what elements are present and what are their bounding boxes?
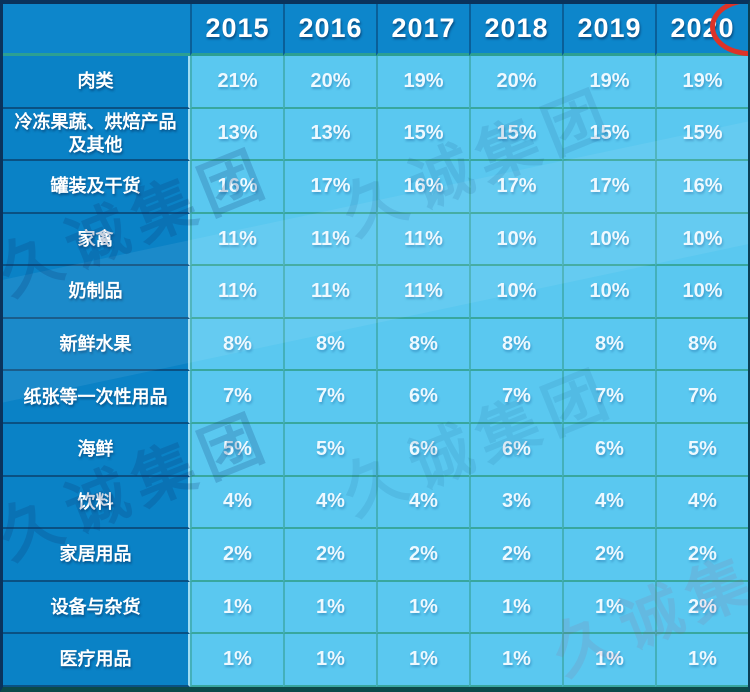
- row-label: 罐装及干货: [3, 161, 190, 214]
- value-cell: 2%: [283, 529, 376, 582]
- value-cell: 6%: [562, 424, 655, 477]
- value-cell: 17%: [469, 161, 562, 214]
- value-cell: 10%: [469, 213, 562, 267]
- value-cell: 7%: [655, 371, 748, 425]
- value-cell: 1%: [562, 634, 655, 687]
- value-cell: 19%: [562, 56, 655, 109]
- value-cell: 8%: [376, 318, 469, 372]
- value-cell: 20%: [469, 56, 562, 109]
- row-label: 设备与杂货: [3, 581, 190, 635]
- value-cell: 1%: [469, 634, 562, 687]
- value-cell: 8%: [283, 318, 376, 372]
- value-cell: 17%: [283, 161, 376, 214]
- value-cell: 7%: [190, 371, 283, 425]
- value-cell: 17%: [562, 161, 655, 214]
- value-cell: 6%: [376, 371, 469, 425]
- value-cell: 1%: [376, 581, 469, 635]
- value-cell: 4%: [655, 476, 748, 530]
- value-cell: 1%: [190, 634, 283, 687]
- value-cell: 1%: [190, 581, 283, 635]
- value-cell: 2%: [562, 529, 655, 582]
- year-header: 2015: [190, 4, 283, 56]
- row-label: 海鲜: [3, 424, 190, 477]
- value-cell: 5%: [283, 424, 376, 477]
- value-cell: 10%: [655, 213, 748, 267]
- value-cell: 13%: [283, 108, 376, 162]
- year-header: 2016: [283, 4, 376, 56]
- value-cell: 8%: [562, 318, 655, 372]
- value-cell: 4%: [190, 476, 283, 530]
- row-label: 饮料: [3, 476, 190, 530]
- value-cell: 19%: [655, 56, 748, 109]
- value-cell: 5%: [655, 424, 748, 477]
- value-cell: 1%: [283, 581, 376, 635]
- value-cell: 4%: [283, 476, 376, 530]
- value-cell: 7%: [469, 371, 562, 425]
- value-cell: 8%: [469, 318, 562, 372]
- row-label: 家居用品: [3, 529, 190, 582]
- value-cell: 6%: [376, 424, 469, 477]
- value-cell: 3%: [469, 476, 562, 530]
- value-cell: 20%: [283, 56, 376, 109]
- row-label: 家禽: [3, 213, 190, 267]
- value-cell: 10%: [469, 266, 562, 319]
- value-cell: 10%: [562, 266, 655, 319]
- value-cell: 11%: [283, 266, 376, 319]
- value-cell: 1%: [469, 581, 562, 635]
- value-cell: 15%: [469, 108, 562, 162]
- row-label: 医疗用品: [3, 634, 190, 687]
- value-cell: 6%: [469, 424, 562, 477]
- value-cell: 2%: [655, 581, 748, 635]
- value-cell: 2%: [376, 529, 469, 582]
- value-cell: 2%: [655, 529, 748, 582]
- value-cell: 8%: [190, 318, 283, 372]
- value-cell: 16%: [655, 161, 748, 214]
- value-cell: 19%: [376, 56, 469, 109]
- value-cell: 13%: [190, 108, 283, 162]
- value-cell: 7%: [562, 371, 655, 425]
- value-cell: 5%: [190, 424, 283, 477]
- value-cell: 15%: [376, 108, 469, 162]
- value-cell: 21%: [190, 56, 283, 109]
- value-cell: 15%: [562, 108, 655, 162]
- row-label: 新鲜水果: [3, 318, 190, 372]
- value-cell: 15%: [655, 108, 748, 162]
- value-cell: 1%: [655, 634, 748, 687]
- value-cell: 4%: [562, 476, 655, 530]
- value-cell: 1%: [562, 581, 655, 635]
- value-cell: 11%: [190, 213, 283, 267]
- value-cell: 11%: [376, 213, 469, 267]
- value-cell: 4%: [376, 476, 469, 530]
- year-header: 2018: [469, 4, 562, 56]
- value-cell: 1%: [283, 634, 376, 687]
- value-cell: 16%: [190, 161, 283, 214]
- row-label: 肉类: [3, 56, 190, 109]
- value-cell: 7%: [283, 371, 376, 425]
- value-cell: 11%: [376, 266, 469, 319]
- value-cell: 10%: [655, 266, 748, 319]
- spending-share-table: 2015 2016 2017 2018 2019 2020 肉类 21% 20% 19% 20% 19…: [3, 4, 748, 687]
- value-cell: 16%: [376, 161, 469, 214]
- year-header: 2019: [562, 4, 655, 56]
- value-cell: 11%: [283, 213, 376, 267]
- value-cell: 2%: [190, 529, 283, 582]
- value-cell: 11%: [190, 266, 283, 319]
- row-label: 纸张等一次性用品: [3, 371, 190, 425]
- value-cell: 2%: [469, 529, 562, 582]
- row-label: 冷冻果蔬、烘焙产品及其他: [3, 108, 190, 162]
- year-header: 2017: [376, 4, 469, 56]
- row-label: 奶制品: [3, 266, 190, 319]
- value-cell: 1%: [376, 634, 469, 687]
- value-cell: 10%: [562, 213, 655, 267]
- corner-cell: [3, 4, 190, 56]
- value-cell: 8%: [655, 318, 748, 372]
